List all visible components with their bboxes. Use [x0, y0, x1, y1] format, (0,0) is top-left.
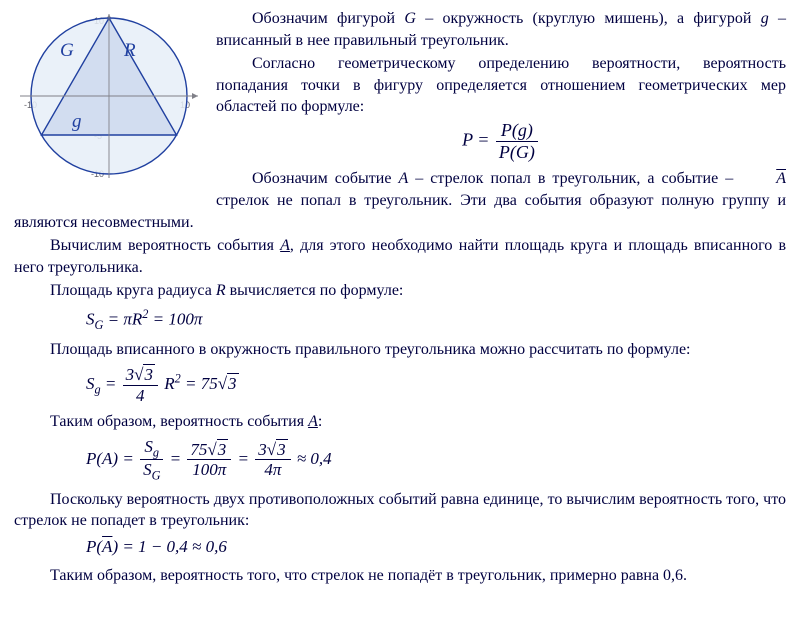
paragraph-7: Таким образом, вероятность события A: — [14, 411, 786, 433]
text: = 100π — [148, 310, 202, 329]
paragraph-4: Вычислим вероятность события A, для этог… — [14, 235, 786, 278]
text: S — [144, 437, 153, 456]
subscript: G — [152, 469, 161, 483]
text: R — [160, 374, 175, 393]
text: – окружность (круглую мишень), а фигурой — [416, 10, 761, 27]
denominator: 4π — [255, 460, 290, 480]
text: 3 — [258, 440, 267, 459]
radicand: 3 — [276, 439, 288, 459]
text: Площадь вписанного в окружность правильн… — [50, 341, 691, 358]
geometric-figure: -55 -1010 5-5 10-10 (0, 0) G R g — [14, 10, 204, 189]
svg-text:g: g — [72, 111, 82, 132]
formula-circle-area: SG = πR2 = 100π — [86, 306, 786, 334]
sqrt: 3 — [267, 440, 288, 460]
text: 75 — [190, 440, 207, 459]
denominator: P(G) — [496, 142, 538, 163]
text: Согласно геометрическому определению вер… — [216, 55, 786, 115]
paragraph-6: Площадь вписанного в окружность правильн… — [14, 339, 786, 361]
text: S — [143, 460, 152, 479]
text: S — [86, 310, 95, 329]
formula-lhs: P = — [462, 129, 494, 149]
text: Таким образом, вероятность того, что стр… — [50, 567, 687, 584]
svg-text:R: R — [123, 40, 136, 61]
fraction: SgSG — [140, 437, 163, 483]
text: P(A) = — [86, 449, 138, 468]
numerator: 33 — [123, 365, 158, 386]
var-A-bar: A — [740, 168, 786, 190]
var-A-underlined: A — [280, 237, 290, 254]
var-A: A — [398, 170, 408, 187]
text: – стрелок попал в треугольник, а событие… — [408, 170, 740, 187]
denominator: SG — [140, 460, 163, 482]
sqrt: 3 — [134, 365, 155, 385]
formula-probability-A: P(A) = SgSG = 753100π = 334π ≈ 0,4 — [86, 437, 786, 483]
text: ) = 1 − 0,4 ≈ 0,6 — [112, 537, 226, 556]
text: = — [165, 449, 185, 468]
text: Обозначим фигурой — [252, 10, 404, 27]
subscript: g — [153, 445, 159, 459]
text: = πR — [103, 310, 142, 329]
radicand: 3 — [217, 439, 229, 459]
paragraph-9: Таким образом, вероятность того, что стр… — [14, 565, 786, 587]
text: 3 — [126, 365, 135, 384]
radicand: 3 — [227, 373, 239, 393]
text: = — [101, 374, 121, 393]
numerator: P(g) — [496, 120, 538, 142]
circle-triangle-diagram: -55 -1010 5-5 10-10 (0, 0) G R g — [14, 10, 204, 182]
text: P( — [86, 537, 102, 556]
text: Обозначим событие — [252, 170, 398, 187]
text: вычисляется по формуле: — [226, 282, 404, 299]
fraction: 75 3100π — [187, 440, 231, 480]
var-A-underlined: A — [308, 413, 318, 430]
numerator: Sg — [140, 437, 163, 460]
text: ≈ 0,4 — [293, 449, 332, 468]
var-g: g — [761, 10, 769, 27]
text: Площадь круга радиуса — [50, 282, 216, 299]
denominator: 4 — [123, 386, 158, 406]
text: = — [233, 449, 253, 468]
sqrt: 3 — [218, 373, 239, 396]
var-R: R — [216, 282, 226, 299]
radicand: 3 — [143, 364, 155, 384]
svg-text:G: G — [60, 40, 74, 61]
paragraph-5: Площадь круга радиуса R вычисляется по ф… — [14, 280, 786, 302]
fraction: 334 — [123, 365, 158, 405]
text: Таким образом, вероятность события — [50, 413, 308, 430]
formula-triangle-area: Sg = 334 R2 = 753 — [86, 365, 786, 405]
denominator: 100π — [187, 460, 231, 480]
fraction: 334π — [255, 440, 290, 480]
sqrt: 3 — [207, 440, 228, 460]
text: Вычислим вероятность события — [50, 237, 280, 254]
formula-probability-Abar: P(A) = 1 − 0,4 ≈ 0,6 — [86, 536, 786, 559]
text: Поскольку вероятность двух противоположн… — [14, 491, 786, 530]
var-G: G — [404, 10, 416, 27]
text: стрелок не попал в треугольник. Эти два … — [14, 192, 786, 231]
var-A-bar: A — [102, 536, 112, 559]
text: = 75 — [181, 374, 218, 393]
text: : — [318, 413, 322, 430]
numerator: 33 — [255, 440, 290, 461]
fraction: P(g)P(G) — [496, 120, 538, 162]
text: S — [86, 374, 95, 393]
numerator: 75 3 — [187, 440, 231, 461]
paragraph-8: Поскольку вероятность двух противоположн… — [14, 489, 786, 532]
